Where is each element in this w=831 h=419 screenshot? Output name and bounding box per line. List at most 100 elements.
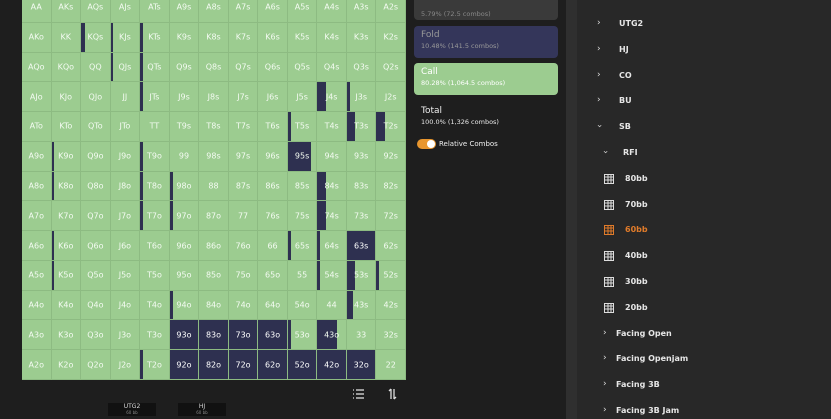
- hand-cell[interactable]: J5o: [110, 260, 141, 291]
- hand-cell[interactable]: 98o: [169, 171, 200, 202]
- hand-cell[interactable]: Q8o: [81, 171, 111, 202]
- hand-cell[interactable]: Q8s: [199, 52, 229, 83]
- hand-cell[interactable]: K9s: [169, 22, 200, 53]
- hand-cell[interactable]: KQs: [81, 22, 111, 53]
- hand-cell[interactable]: Q7s: [228, 52, 259, 83]
- hand-cell[interactable]: 22: [376, 350, 406, 380]
- hand-cell[interactable]: 92o: [169, 350, 200, 380]
- hand-cell[interactable]: 83o: [199, 320, 229, 351]
- hand-cell[interactable]: 88: [199, 171, 229, 202]
- hand-cell[interactable]: 65o: [258, 260, 288, 291]
- tree-item[interactable]: Facing Openjam: [616, 354, 689, 364]
- call-box[interactable]: Call 80.28% (1,064.5 combos): [414, 63, 558, 95]
- hand-cell[interactable]: J3s: [346, 82, 377, 113]
- hand-cell[interactable]: K5s: [287, 22, 318, 53]
- hand-cell[interactable]: T2o: [140, 350, 170, 380]
- hand-cell[interactable]: J6o: [110, 231, 141, 261]
- hand-cell[interactable]: T7s: [228, 112, 259, 142]
- tree-item[interactable]: 70bb: [625, 199, 648, 209]
- hand-cell[interactable]: K6o: [51, 231, 82, 261]
- hand-cell[interactable]: 75o: [228, 260, 259, 291]
- hand-cell[interactable]: 94o: [169, 290, 200, 321]
- hand-cell[interactable]: T8s: [199, 112, 229, 142]
- hand-cell[interactable]: Q2o: [81, 350, 111, 380]
- hand-cell[interactable]: T4s: [317, 112, 347, 142]
- hand-cell[interactable]: 66: [258, 231, 288, 261]
- hand-cell[interactable]: 98s: [199, 141, 229, 172]
- hand-cell[interactable]: K4o: [51, 290, 82, 321]
- hand-cell[interactable]: 93o: [169, 320, 200, 351]
- raise-box[interactable]: 5.79% (72.5 combos): [414, 0, 558, 20]
- position-tab[interactable]: HJ 60 bb: [178, 403, 226, 416]
- hand-cell[interactable]: K3s: [346, 22, 377, 53]
- hand-cell[interactable]: Q9o: [81, 141, 111, 172]
- hand-cell[interactable]: QJo: [81, 82, 111, 113]
- hand-cell[interactable]: J8o: [110, 171, 141, 202]
- hand-cell[interactable]: 85o: [199, 260, 229, 291]
- hand-cell[interactable]: K8s: [199, 22, 229, 53]
- hand-cell[interactable]: 33: [346, 320, 377, 351]
- tree-item[interactable]: RFI: [623, 148, 638, 157]
- tree-item[interactable]: 20bb: [625, 302, 648, 312]
- hand-cell[interactable]: 76o: [228, 231, 259, 261]
- hand-cell[interactable]: 92s: [376, 141, 406, 172]
- tree-item[interactable]: 60bb: [625, 225, 648, 235]
- hand-cell[interactable]: T3s: [346, 112, 377, 142]
- hand-cell[interactable]: A9o: [22, 141, 52, 172]
- hand-cell[interactable]: Q6s: [258, 52, 288, 83]
- hand-cell[interactable]: 77: [228, 201, 259, 232]
- hand-cell[interactable]: A7s: [228, 0, 259, 23]
- hand-cell[interactable]: J9s: [169, 82, 200, 113]
- hand-cell[interactable]: 99: [169, 141, 200, 172]
- hand-cell[interactable]: 52o: [287, 350, 318, 380]
- tree-item[interactable]: Facing 3B Jam: [616, 406, 680, 415]
- hand-cell[interactable]: AQo: [22, 52, 52, 83]
- hand-cell[interactable]: 83s: [346, 171, 377, 202]
- hand-cell[interactable]: A5s: [287, 0, 318, 23]
- hand-cell[interactable]: Q9s: [169, 52, 200, 83]
- hand-cell[interactable]: T5o: [140, 260, 170, 291]
- hand-cell[interactable]: 63s: [346, 231, 377, 261]
- hand-cell[interactable]: J4o: [110, 290, 141, 321]
- hand-cell[interactable]: Q3s: [346, 52, 377, 83]
- hand-cell[interactable]: 52s: [376, 260, 406, 291]
- hand-cell[interactable]: 97s: [228, 141, 259, 172]
- hand-cell[interactable]: 53s: [346, 260, 377, 291]
- hand-cell[interactable]: J4s: [317, 82, 347, 113]
- hand-cell[interactable]: 65s: [287, 231, 318, 261]
- tree-item[interactable]: BU: [619, 96, 632, 106]
- hand-cell[interactable]: J2s: [376, 82, 406, 113]
- hand-cell[interactable]: 85s: [287, 171, 318, 202]
- hand-cell[interactable]: K7o: [51, 201, 82, 232]
- position-tab[interactable]: UTG2 60 bb: [108, 403, 156, 416]
- hand-cell[interactable]: Q3o: [81, 320, 111, 351]
- tree-item[interactable]: SB: [619, 122, 631, 132]
- hand-cell[interactable]: KTs: [140, 22, 170, 53]
- hand-cell[interactable]: T4o: [140, 290, 170, 321]
- hand-cell[interactable]: Q6o: [81, 231, 111, 261]
- hand-cell[interactable]: K5o: [51, 260, 82, 291]
- hand-cell[interactable]: 84s: [317, 171, 347, 202]
- hand-cell[interactable]: AKo: [22, 22, 52, 53]
- hand-cell[interactable]: J8s: [199, 82, 229, 113]
- hand-cell[interactable]: A4o: [22, 290, 52, 321]
- hand-cell[interactable]: QQ: [81, 52, 111, 83]
- hand-cell[interactable]: 62o: [258, 350, 288, 380]
- hand-cell[interactable]: T2s: [376, 112, 406, 142]
- toggle[interactable]: [417, 139, 436, 149]
- hand-cell[interactable]: 55: [287, 260, 318, 291]
- hand-cell[interactable]: KK: [51, 22, 82, 53]
- hand-cell[interactable]: 95s: [287, 141, 318, 172]
- hand-cell[interactable]: 32s: [376, 320, 406, 351]
- hand-cell[interactable]: 42s: [376, 290, 406, 321]
- hand-cell[interactable]: J3o: [110, 320, 141, 351]
- hand-cell[interactable]: T9o: [140, 141, 170, 172]
- hand-cell[interactable]: Q7o: [81, 201, 111, 232]
- hand-cell[interactable]: JTo: [110, 112, 141, 142]
- fold-box[interactable]: Fold 10.48% (141.5 combos): [414, 26, 558, 58]
- grid-tools[interactable]: [350, 386, 400, 402]
- hand-cell[interactable]: 64o: [258, 290, 288, 321]
- hand-cell[interactable]: 93s: [346, 141, 377, 172]
- hand-cell[interactable]: 63o: [258, 320, 288, 351]
- hand-cell[interactable]: AJo: [22, 82, 52, 113]
